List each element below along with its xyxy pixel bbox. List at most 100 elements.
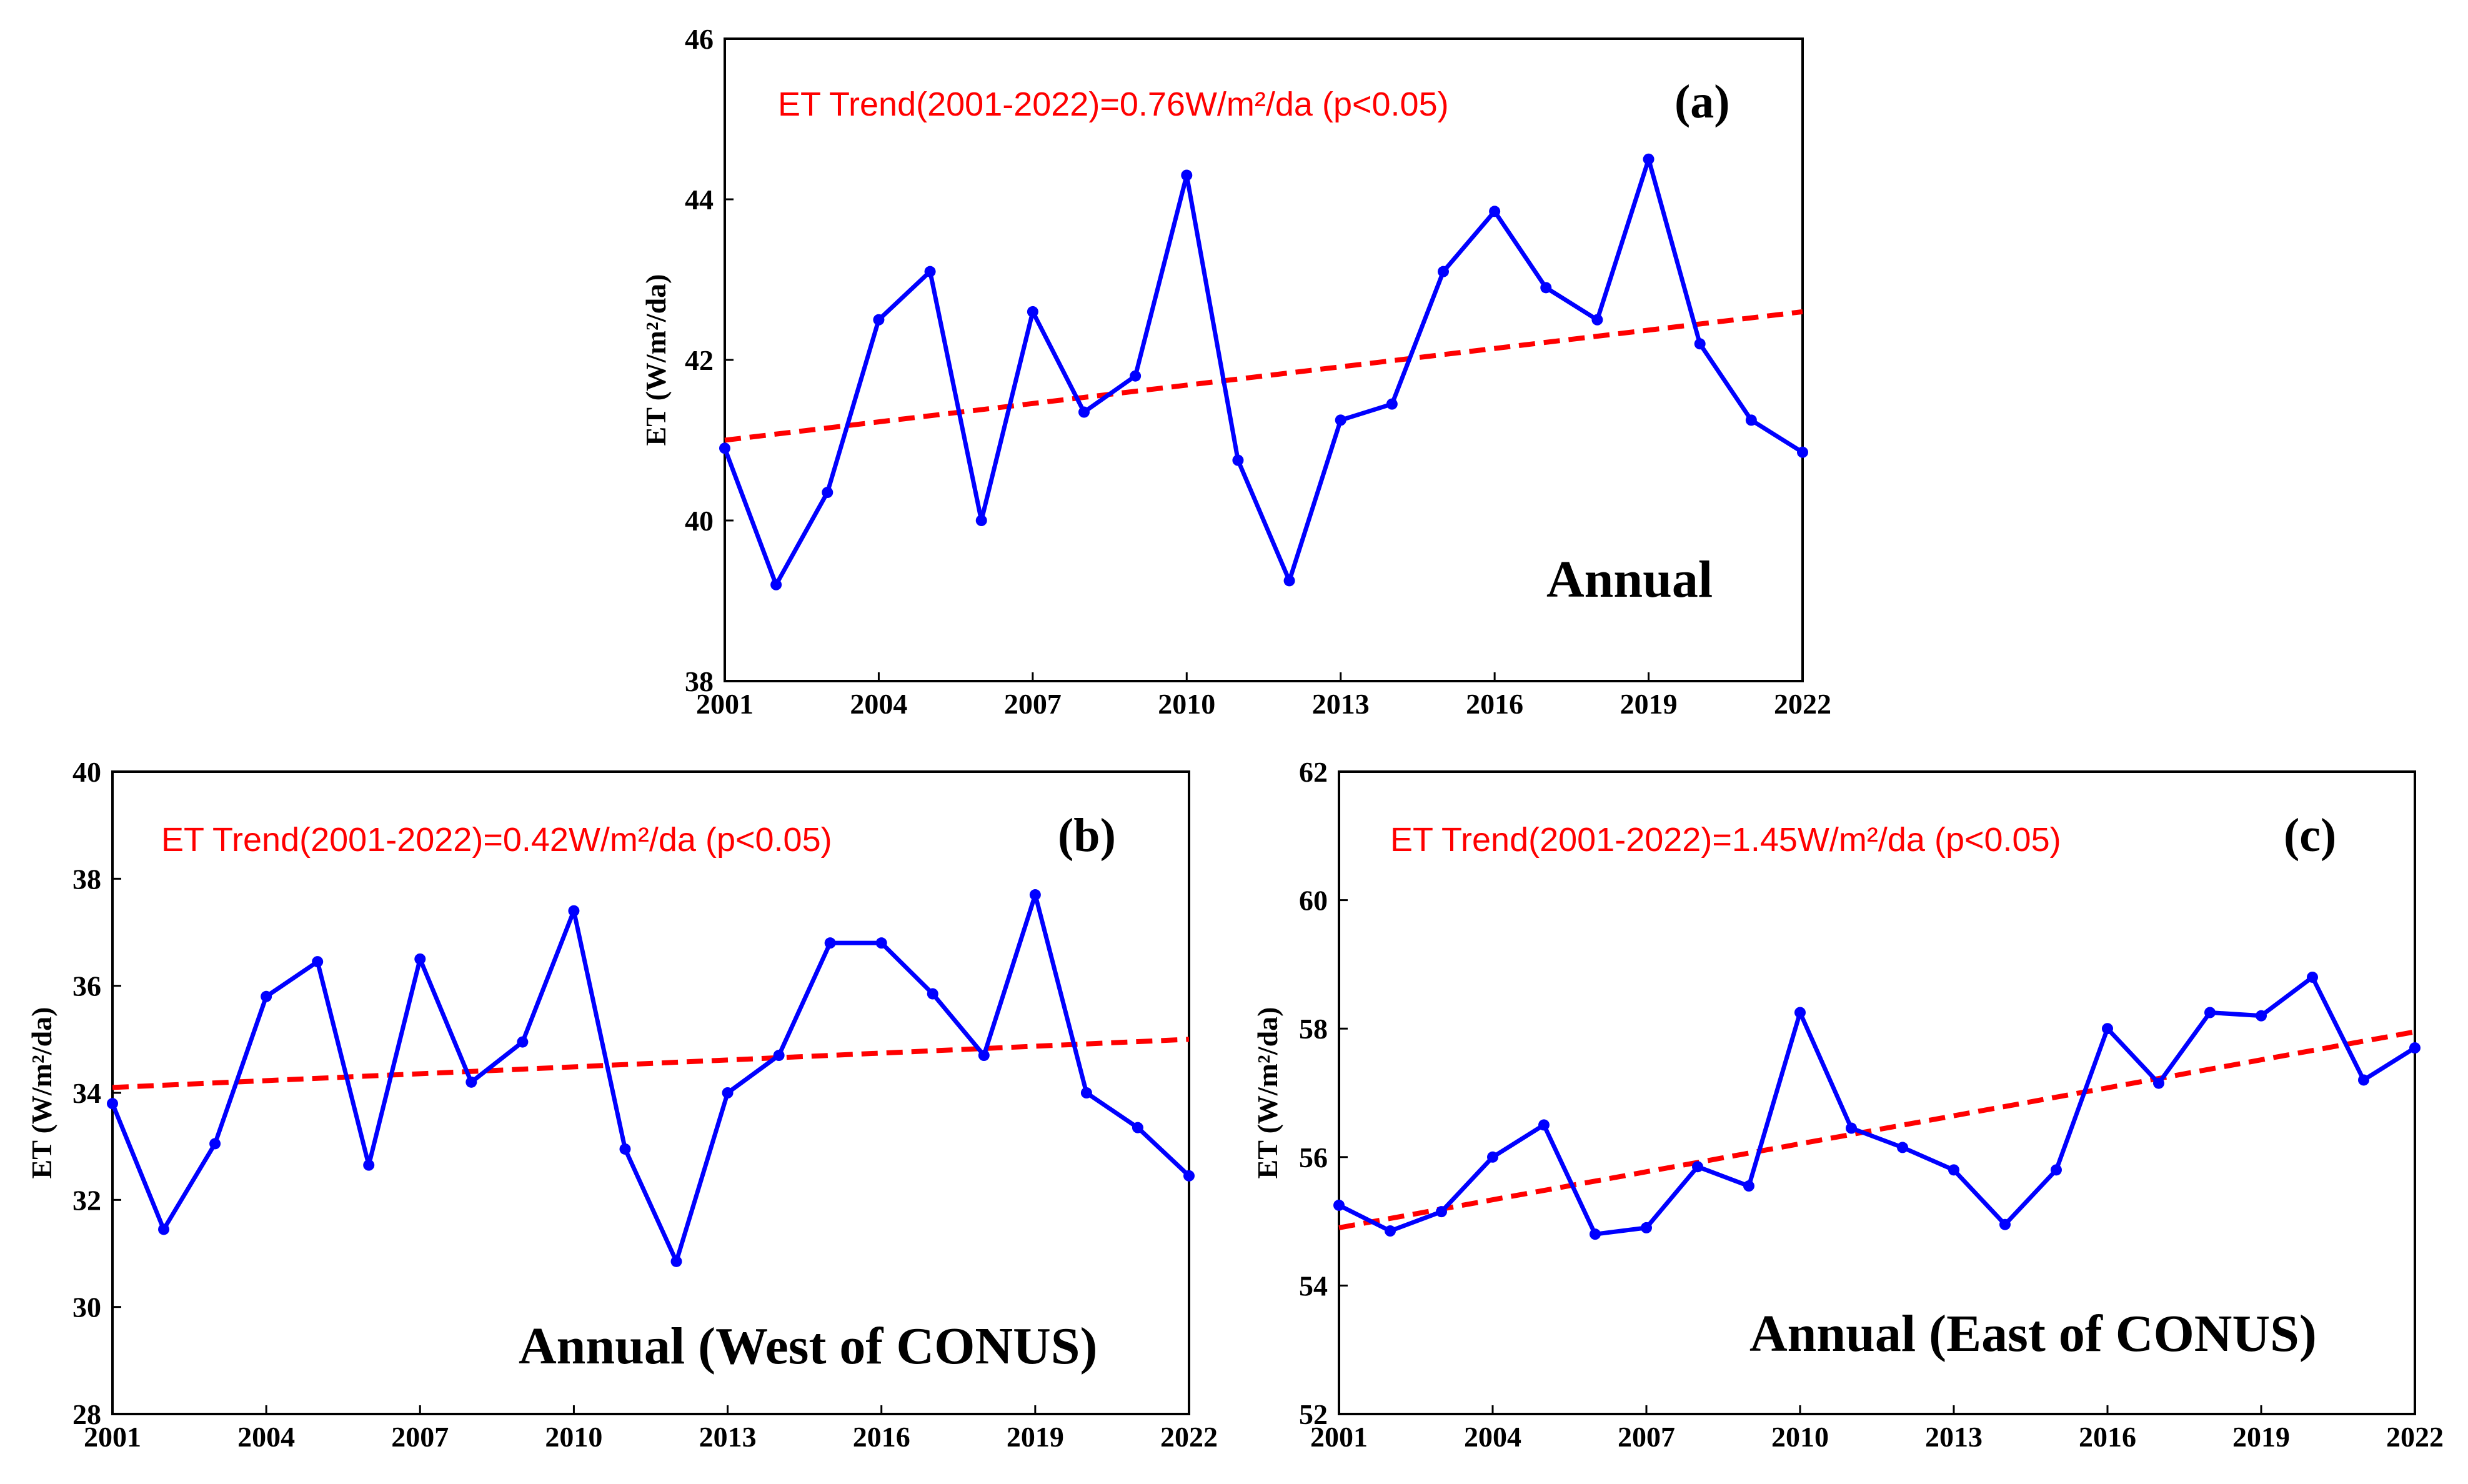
trend-annotation-c: ET Trend(2001-2022)=1.45W/m²/da (p<0.05) [1390, 821, 2061, 859]
data-point [1232, 454, 1244, 466]
trend-dashed-line [112, 1037, 1190, 1090]
data-point [261, 990, 272, 1002]
panel-b: 2001 2004 2007 2010 2013 2016 2019 2022 28 30 32 34… [26, 756, 1218, 1453]
data-point [2256, 1010, 2267, 1022]
trend-annotation-b: ET Trend(2001-2022)=0.42W/m²/da (p<0.05) [161, 821, 832, 859]
data-point [619, 1143, 631, 1155]
trend-line-a [724, 309, 1803, 443]
y-axis-label-a: ET (W/m²/da) [640, 274, 672, 446]
data-point [670, 1255, 682, 1267]
data-point [975, 515, 987, 526]
series-line [1338, 975, 2416, 1237]
y-tick-label: 38 [685, 665, 714, 697]
x-tick-label: 2007 [391, 1421, 449, 1453]
data-point [1080, 1087, 1092, 1098]
panel-title-c: Annual (East of CONUS) [1749, 1305, 2317, 1363]
data-point [517, 1036, 529, 1048]
y-tick-label: 62 [1299, 756, 1328, 788]
panel-a: 2001 2004 2007 2010 2013 2016 2019 2022 38 40 42 44… [640, 23, 1831, 720]
data-point [719, 442, 730, 454]
panel-label-a: (a) [1674, 76, 1730, 128]
y-tick-label: 56 [1299, 1142, 1328, 1173]
data-point [822, 487, 833, 499]
data-point [1897, 1142, 1908, 1153]
y-tick-label: 32 [72, 1184, 101, 1216]
data-point [1643, 153, 1654, 165]
data-point [1436, 1206, 1447, 1218]
data-point [1540, 282, 1552, 294]
x-tick-label: 2004 [850, 688, 907, 720]
data-point [2102, 1023, 2113, 1035]
x-tick-label: 2010 [545, 1421, 602, 1453]
panel-label-b: (b) [1058, 809, 1116, 862]
data-point [1027, 306, 1038, 317]
x-tick-label: 2016 [1466, 688, 1523, 720]
x-tick-label: 2019 [2232, 1421, 2290, 1453]
data-point [2204, 1007, 2216, 1018]
x-tick-label: 2016 [853, 1421, 910, 1453]
y-tick-label: 40 [685, 505, 714, 537]
data-point [1948, 1164, 1959, 1176]
trend-line-c [1338, 1029, 2416, 1230]
y-tick-label: 60 [1299, 885, 1328, 917]
series-line-c [1338, 975, 2416, 1237]
data-point [414, 953, 426, 965]
x-tick-label: 2001 [1310, 1421, 1368, 1453]
data-point [2409, 1042, 2421, 1054]
y-tick-label: 34 [72, 1077, 101, 1109]
data-point [1283, 575, 1295, 587]
x-tick-label: 2007 [1004, 688, 1062, 720]
data-point [1999, 1218, 2011, 1230]
axis-ticks-c: 2001 2004 2007 2010 2013 2016 2019 2022 52 54 56 58… [1299, 756, 2444, 1453]
data-point [1591, 314, 1603, 326]
y-axis-label-b: ET (W/m²/da) [26, 1007, 57, 1179]
x-tick-label: 2013 [1312, 688, 1370, 720]
x-tick-label: 2019 [1620, 688, 1678, 720]
data-point [1489, 206, 1501, 217]
x-tick-label: 2013 [1925, 1421, 1983, 1453]
data-point [158, 1223, 170, 1235]
x-tick-label: 2013 [699, 1421, 757, 1453]
y-tick-label: 52 [1299, 1398, 1328, 1430]
data-point [363, 1159, 375, 1171]
axis-ticks-a: 2001 2004 2007 2010 2013 2016 2019 2022 38 40 42 44… [685, 23, 1831, 720]
data-point [1487, 1151, 1498, 1163]
x-tick-label: 2022 [1160, 1421, 1218, 1453]
data-point [1438, 266, 1449, 277]
data-point [927, 988, 938, 1000]
data-point [1335, 414, 1346, 426]
data-point [1538, 1119, 1550, 1131]
series-points-b [107, 889, 1195, 1267]
trend-dashed-line [724, 309, 1803, 443]
series-line [110, 892, 1191, 1264]
data-point [978, 1050, 990, 1062]
y-tick-label: 40 [72, 756, 101, 788]
data-point [107, 1098, 118, 1110]
data-point [873, 314, 885, 326]
data-point [312, 956, 324, 968]
x-tick-label: 2001 [84, 1421, 141, 1453]
x-tick-label: 2004 [1464, 1421, 1521, 1453]
y-tick-label: 54 [1299, 1270, 1328, 1302]
data-point [2307, 971, 2318, 983]
y-tick-label: 46 [685, 23, 714, 55]
data-point [1181, 169, 1193, 181]
y-tick-label: 30 [72, 1292, 101, 1323]
data-point [824, 937, 836, 949]
trend-dashed-line [1338, 1029, 2416, 1230]
data-point [568, 905, 580, 917]
y-tick-label: 38 [72, 863, 101, 895]
y-tick-label: 44 [685, 184, 714, 216]
y-tick-label: 28 [72, 1398, 101, 1430]
data-point [1692, 1161, 1703, 1173]
data-point [465, 1076, 477, 1088]
series-points-a [719, 153, 1808, 590]
data-point [1694, 338, 1706, 350]
series-points-c [1333, 971, 2421, 1240]
data-point [875, 937, 887, 949]
data-point [1743, 1180, 1754, 1192]
panel-title-b: Annual (West of CONUS) [519, 1317, 1097, 1375]
y-tick-label: 36 [72, 970, 101, 1002]
plot-frame-c [1338, 770, 2416, 1415]
